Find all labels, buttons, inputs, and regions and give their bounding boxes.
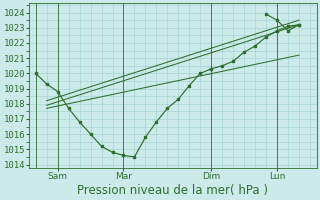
X-axis label: Pression niveau de la mer( hPa ): Pression niveau de la mer( hPa ) xyxy=(77,184,268,197)
